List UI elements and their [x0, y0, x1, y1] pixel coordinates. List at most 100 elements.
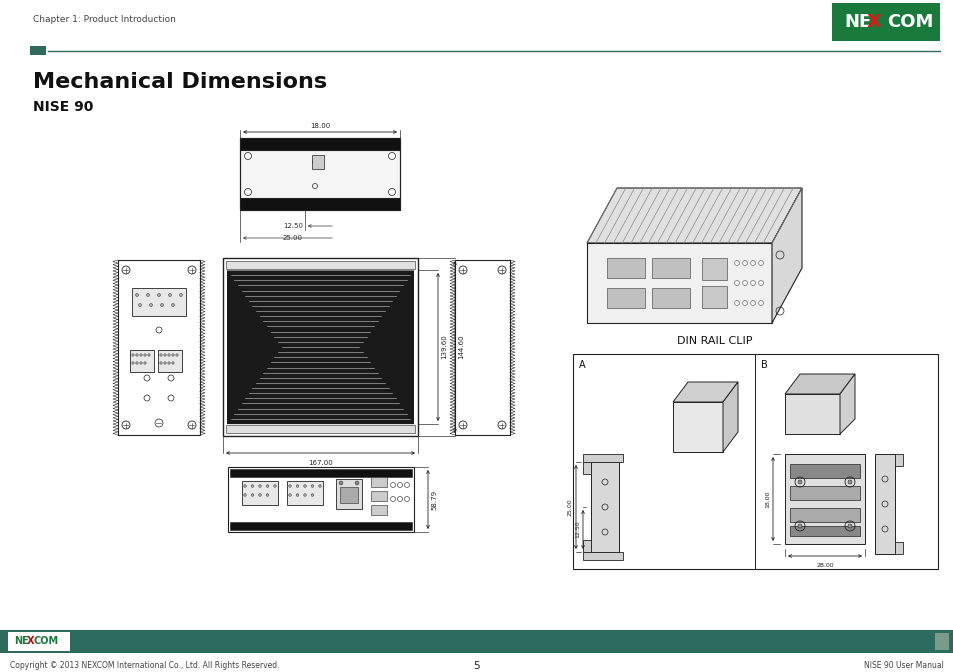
- Circle shape: [147, 294, 150, 296]
- Circle shape: [243, 494, 246, 497]
- Bar: [651, 288, 689, 308]
- Bar: [894, 542, 902, 554]
- Bar: [894, 454, 902, 466]
- Bar: [312, 155, 324, 169]
- Bar: [582, 454, 622, 462]
- Circle shape: [258, 485, 261, 487]
- Circle shape: [258, 494, 261, 497]
- Text: NE: NE: [14, 636, 29, 646]
- Circle shape: [266, 485, 269, 487]
- Bar: [8, 632, 70, 651]
- Circle shape: [135, 353, 138, 356]
- Text: 18.00: 18.00: [764, 491, 769, 508]
- Bar: [651, 258, 689, 278]
- Bar: [30, 46, 46, 55]
- Circle shape: [132, 353, 134, 356]
- Text: 144.60: 144.60: [457, 335, 463, 360]
- Text: 139.60: 139.60: [440, 335, 447, 360]
- Polygon shape: [722, 382, 738, 452]
- Circle shape: [172, 362, 174, 364]
- Circle shape: [164, 353, 166, 356]
- Bar: [606, 258, 644, 278]
- Text: COM: COM: [886, 13, 932, 31]
- Bar: [130, 350, 153, 372]
- Circle shape: [168, 362, 170, 364]
- Text: 25.00: 25.00: [567, 498, 573, 516]
- Circle shape: [135, 362, 138, 364]
- Bar: [371, 505, 387, 515]
- Circle shape: [251, 494, 253, 497]
- Text: 28.00: 28.00: [816, 563, 833, 568]
- Bar: [371, 491, 387, 501]
- Polygon shape: [672, 402, 722, 452]
- Circle shape: [138, 304, 141, 306]
- Bar: [240, 150, 399, 198]
- Circle shape: [140, 362, 142, 364]
- Text: Copyright © 2013 NEXCOM International Co., Ltd. All Rights Reserved.: Copyright © 2013 NEXCOM International Co…: [10, 661, 279, 670]
- Bar: [606, 288, 644, 308]
- Circle shape: [303, 494, 306, 497]
- Circle shape: [797, 480, 801, 484]
- Bar: [287, 481, 323, 505]
- Text: 5: 5: [474, 661, 479, 671]
- Circle shape: [160, 304, 163, 306]
- Bar: [242, 481, 277, 505]
- Polygon shape: [586, 188, 801, 243]
- Text: X: X: [27, 636, 34, 646]
- Circle shape: [318, 485, 321, 487]
- Bar: [223, 258, 417, 436]
- Circle shape: [338, 481, 343, 485]
- Circle shape: [303, 485, 306, 487]
- Bar: [934, 633, 948, 650]
- Bar: [371, 477, 387, 487]
- Bar: [230, 469, 412, 477]
- Circle shape: [144, 362, 146, 364]
- Bar: [784, 454, 864, 544]
- Text: COM: COM: [34, 636, 59, 646]
- Circle shape: [160, 362, 162, 364]
- Circle shape: [289, 485, 291, 487]
- Text: Chapter 1: Product Introduction: Chapter 1: Product Introduction: [33, 15, 175, 24]
- Circle shape: [157, 294, 160, 296]
- Circle shape: [148, 353, 150, 356]
- Bar: [701, 286, 726, 308]
- Bar: [789, 464, 859, 478]
- Bar: [228, 467, 414, 532]
- Text: NISE 90 User Manual: NISE 90 User Manual: [863, 661, 943, 670]
- Circle shape: [289, 494, 291, 497]
- Bar: [158, 350, 182, 372]
- Bar: [339, 487, 357, 503]
- Circle shape: [243, 485, 246, 487]
- Circle shape: [274, 485, 276, 487]
- Bar: [132, 288, 186, 316]
- Bar: [230, 522, 412, 530]
- Text: 25.00: 25.00: [283, 235, 303, 241]
- Circle shape: [135, 294, 138, 296]
- Circle shape: [132, 362, 134, 364]
- Circle shape: [175, 353, 178, 356]
- Text: X: X: [866, 13, 880, 31]
- Bar: [240, 138, 399, 150]
- Circle shape: [797, 524, 801, 528]
- Circle shape: [311, 485, 314, 487]
- Bar: [227, 270, 414, 424]
- Bar: [335, 479, 361, 509]
- Bar: [831, 3, 939, 41]
- Bar: [789, 508, 859, 522]
- Circle shape: [164, 362, 166, 364]
- Circle shape: [172, 353, 174, 356]
- Circle shape: [168, 353, 170, 356]
- Polygon shape: [672, 382, 738, 402]
- Bar: [240, 198, 399, 210]
- Polygon shape: [840, 374, 854, 434]
- Text: B: B: [760, 360, 767, 370]
- Text: 12.50: 12.50: [575, 521, 579, 538]
- Polygon shape: [784, 374, 854, 394]
- Polygon shape: [586, 243, 771, 323]
- Bar: [240, 138, 399, 210]
- Circle shape: [172, 304, 174, 306]
- Circle shape: [179, 294, 182, 296]
- Text: 18.00: 18.00: [310, 123, 330, 129]
- Bar: [573, 354, 937, 569]
- Bar: [226, 261, 415, 269]
